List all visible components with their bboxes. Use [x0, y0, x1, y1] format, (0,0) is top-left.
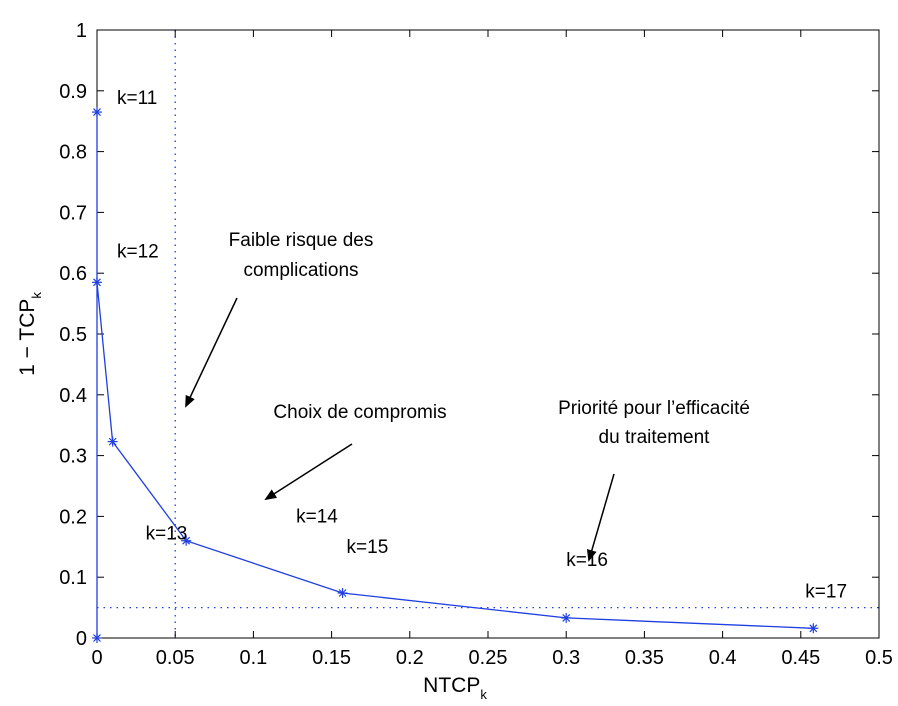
data-point	[561, 612, 572, 623]
x-ticks: 0 0.05 0.1 0.15 0.2 0.25 0.3 0.35 0.4 0.45 0.5	[91, 30, 893, 669]
x-tick-label: 0.2	[396, 647, 424, 669]
y-tick-label: 0.1	[59, 567, 87, 589]
point-label: k=15	[347, 537, 389, 558]
data-point	[92, 107, 102, 118]
x-tick-label: 0.3	[552, 647, 580, 669]
x-tick-label: 0	[91, 647, 102, 669]
y-tick-label: 0.7	[59, 202, 87, 224]
y-tick-label: 1	[76, 20, 87, 42]
annotation-efficacy-line2: du traitement	[599, 427, 711, 448]
point-label: k=12	[117, 241, 159, 262]
series-line	[96, 112, 814, 638]
y-ticks: 0 0.1 0.2 0.3 0.4 0.5 0.6 0.7 0.8 0.9 1	[59, 20, 879, 650]
data-point	[92, 277, 102, 288]
data-markers	[92, 107, 819, 643]
annotation-compromise-arrow	[264, 443, 353, 501]
x-tick-label: 0.15	[312, 647, 351, 669]
point-label: k=11	[117, 88, 157, 109]
y-tick-label: 0.2	[59, 506, 87, 528]
point-label: k=13	[146, 524, 188, 545]
annotation-efficacy-arrow	[586, 473, 615, 562]
x-tick-label: 0.1	[239, 647, 267, 669]
annotation-low-risk-line2: complications	[243, 260, 358, 281]
y-tick-label: 0.6	[59, 263, 87, 285]
data-point	[808, 623, 819, 634]
y-tick-label: 0.3	[59, 446, 87, 468]
annotation-compromise-line1: Choix de compromis	[273, 402, 446, 423]
x-tick-label: 0.05	[156, 647, 195, 669]
annotation-low-risk: Faible risque des complications	[185, 230, 374, 408]
y-tick-label: 0.8	[59, 142, 87, 164]
data-point	[181, 535, 192, 546]
annotation-efficacy-line1: Priorité pour l’efficacité	[558, 398, 750, 419]
y-tick-label: 0.9	[59, 81, 87, 103]
point-label: k=14	[296, 507, 338, 528]
point-label: k=17	[805, 581, 847, 602]
x-tick-label: 0.35	[625, 647, 664, 669]
y-tick-label: 0.4	[59, 385, 87, 407]
y-axis-label-main: 1 − TCP	[16, 299, 39, 376]
y-axis-label: 1 − TCPk	[16, 292, 44, 376]
y-axis-label-sub: k	[29, 292, 44, 299]
annotation-low-risk-arrow	[185, 297, 238, 408]
series-lines	[96, 112, 814, 638]
annotation-low-risk-line1: Faible risque des	[229, 230, 374, 251]
plot-area	[96, 29, 880, 639]
data-point	[107, 436, 118, 447]
y-tick-label: 0.5	[59, 324, 87, 346]
data-point	[337, 588, 348, 599]
x-tick-label: 0.5	[865, 647, 893, 669]
x-axis-label-sub: k	[480, 687, 487, 702]
annotation-efficacy: Priorité pour l’efficacité du traitement	[558, 398, 750, 562]
point-labels: k=11 k=12 k=13 k=14 k=15 k=16 k=17	[117, 88, 847, 602]
y-tick-label: 0	[76, 628, 87, 650]
data-point	[92, 633, 102, 643]
x-tick-label: 0.45	[781, 647, 820, 669]
x-axis-label: NTCPk	[423, 674, 487, 702]
x-axis-label-main: NTCP	[423, 674, 480, 697]
x-tick-label: 0.25	[469, 647, 508, 669]
annotation-compromise: Choix de compromis	[264, 402, 447, 501]
point-label: k=16	[566, 550, 608, 571]
x-tick-label: 0.4	[709, 647, 737, 669]
reference-lines	[97, 30, 879, 638]
